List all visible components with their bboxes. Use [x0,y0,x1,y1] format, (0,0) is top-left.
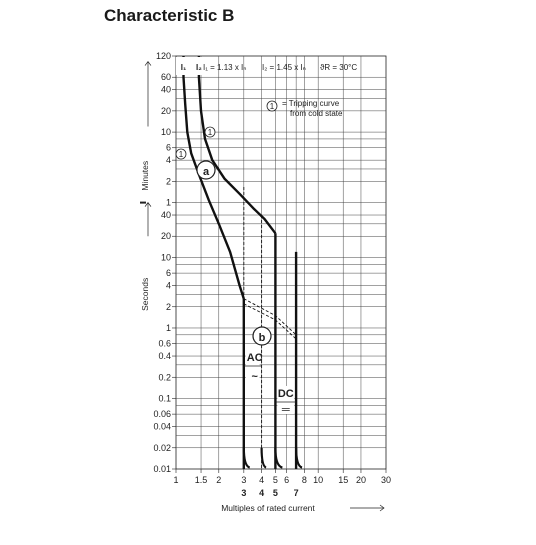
region-b-label: b [259,332,266,344]
dc-symbol: ═ [281,404,290,416]
y-axis-label-seconds: Seconds [140,278,150,311]
annotation-i2-marker: I₂ [196,63,202,72]
y-tick-label-seconds: 0.4 [158,351,171,361]
curve-marker-one-right-text: 1 [208,128,213,137]
curve-marker-one-left-text: 1 [179,150,184,159]
chart-title: Characteristic B [104,6,235,25]
y-tick-label-seconds: 4 [166,281,171,291]
y-tick-label-minutes: 1 [166,198,171,208]
series-line [243,298,297,336]
y-tick-label-seconds: 0.6 [158,339,171,349]
x-tick-label: 5 [273,475,278,485]
y-tick-label-seconds: 0.01 [153,464,171,474]
y-tick-label-minutes: 40 [161,85,171,95]
series-line [182,56,245,300]
x-tick-label: 6 [284,475,289,485]
region-a-circle [196,160,216,180]
x-tick-label: 15 [338,475,348,485]
legend-text-1: = Tripping curve [282,99,340,108]
x-tick-label: 3 [241,475,246,485]
y-tick-label-minutes: 6 [166,143,171,153]
curve-end-hook [295,447,303,469]
curve-end-hook [242,447,251,469]
y-tick-label-minutes: 60 [161,72,171,82]
y-tick-label-minutes: 10 [161,127,171,137]
labels-group: 12060402010642140201064210.60.40.20.10.0… [140,51,391,513]
x-tick-label: 2 [216,475,221,485]
plot-frame [175,55,387,470]
annotation-i2-def: I₂ = 1.45 x Iₙ [262,63,306,72]
y-tick-label-seconds: 10 [161,252,171,262]
y-tick-label-seconds: 0.04 [153,422,171,432]
dc-label: DC [278,388,294,400]
region-b-circle [252,326,272,346]
curve-end-hook [260,447,267,469]
annotation-i1-def: I₁ = 1.13 x Iₙ [203,63,246,72]
x-axis-label: Multiples of rated current [221,503,315,513]
x-subtick-label: 5 [273,488,278,498]
y-tick-label-seconds: 0.02 [153,443,171,453]
y-tick-label-minutes: 120 [156,51,171,61]
y-tick-label-seconds: 1 [166,323,171,333]
y-tick-label-minutes: 20 [161,106,171,116]
curve-marker-one-left [175,148,187,160]
y-axis-arrowhead-seconds [144,202,152,207]
curve-marker-one-right [204,126,216,138]
x-tick-label: 8 [302,475,307,485]
x-tick-label: 1 [173,475,178,485]
grid [172,55,387,473]
x-tick-label: 30 [381,475,391,485]
region-a-label: a [203,166,210,178]
legend-circled-one-text: 1 [270,102,275,111]
header-box [176,57,204,75]
ac-symbol: ~ [251,371,258,383]
x-subtick-label: 4 [259,488,264,498]
annotation-i1-marker: I₁ [181,63,187,72]
dc-label-bg [277,386,295,414]
series-line [197,56,277,235]
annotation-temp: ϑR = 30°C [320,63,357,72]
ac-label: AC [247,352,263,364]
y-tick-label-seconds: 0.06 [153,409,171,419]
x-tick-label: 1.5 [195,475,208,485]
y-tick-label-seconds: 2 [166,302,171,312]
x-subtick-label: 3 [241,488,246,498]
y-tick-label-seconds: 20 [161,231,171,241]
series-line [243,303,297,340]
x-axis-arrowhead [379,504,385,512]
x-tick-label: 20 [356,475,366,485]
curve-end-hook [274,447,283,469]
y-tick-label-seconds: 0.2 [158,372,171,382]
x-tick-label: 4 [259,475,264,485]
legend-circled-one [266,100,278,112]
y-tick-label-minutes: 2 [166,176,171,186]
annotations-group: I₁ I₂ I₁ = 1.13 x Iₙ I₂ = 1.45 x Iₙ ϑR = 30°… [175,57,357,416]
y-tick-label-minutes: 4 [166,155,171,165]
x-tick-label: 10 [313,475,323,485]
y-tick-label-seconds: 40 [161,210,171,220]
legend-text-2: from cold state [290,109,343,118]
y-tick-label-seconds: 0.1 [158,393,171,403]
y-axis-separator [140,201,146,204]
y-axis-arrowhead-minutes [144,60,152,66]
y-tick-label-seconds: 6 [166,268,171,278]
x-subtick-label: 7 [294,488,299,498]
y-axis-label-minutes: Minutes [140,161,150,191]
